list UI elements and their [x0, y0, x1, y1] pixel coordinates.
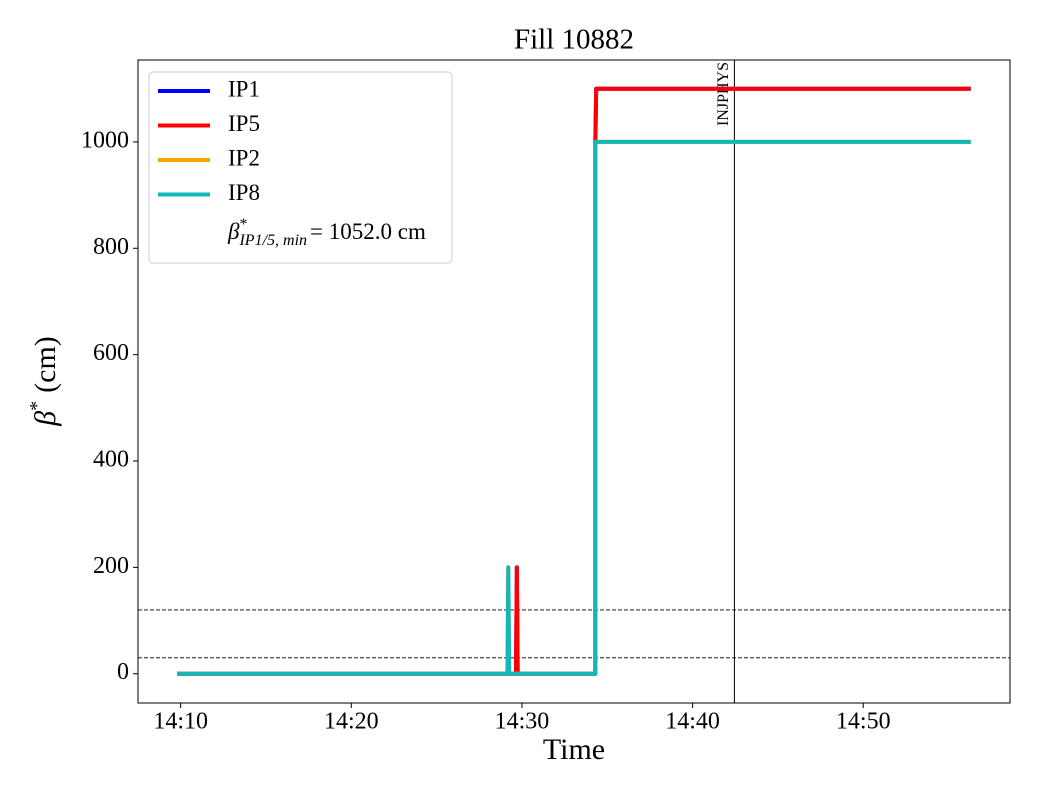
- y-tick-label: 200: [93, 553, 129, 579]
- legend-label: IP1: [228, 76, 260, 101]
- legend-note: β* IP1/5, min = 1052.0 cm: [227, 216, 426, 249]
- legend-label: IP2: [228, 145, 260, 170]
- y-tick-label: 800: [93, 234, 129, 260]
- event-label: INJPHYS: [715, 62, 732, 126]
- y-label-text: (cm): [29, 336, 62, 393]
- legend-box: [148, 71, 453, 264]
- y-label-symbol: β: [29, 411, 62, 427]
- plot-area: INJPHYS: [138, 60, 1010, 703]
- x-tick-label: 14:40: [665, 709, 720, 735]
- note-text: = 1052.0 cm: [310, 219, 426, 244]
- series-line: [177, 139, 971, 676]
- y-label-sup: *: [26, 401, 48, 411]
- x-tick-label: 14:20: [324, 709, 379, 735]
- y-tick-label: 1000: [81, 127, 129, 153]
- note-sup: *: [239, 216, 247, 233]
- x-tick-label: 14:30: [495, 709, 550, 735]
- legend-label: IP5: [228, 111, 260, 136]
- legend: β* IP1/5, min = 1052.0 cm IP1 IP5 IP2 IP8: [148, 71, 453, 264]
- chart-title: Fill 10882: [514, 24, 634, 56]
- y-tick-label: 400: [93, 447, 129, 473]
- y-tick-label: 0: [117, 659, 129, 685]
- x-tick-label: 14:10: [153, 709, 208, 735]
- legend-label: IP8: [228, 180, 260, 205]
- y-tick-label: 600: [93, 340, 129, 366]
- y-axis-label: β* (cm): [26, 336, 62, 427]
- plot-frame: [137, 59, 1011, 704]
- note-sub: IP1/5, min: [238, 232, 307, 249]
- x-axis-label: Time: [543, 733, 605, 766]
- note-symbol: β: [227, 219, 240, 244]
- x-tick-label: 14:50: [836, 709, 891, 735]
